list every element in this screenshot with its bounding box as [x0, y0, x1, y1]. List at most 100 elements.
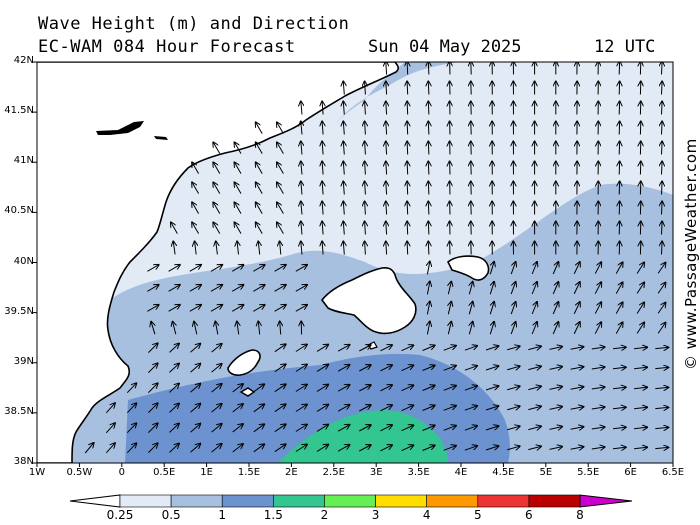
direction-arrow: [277, 222, 284, 234]
direction-arrow: [428, 162, 429, 175]
direction-arrow: [657, 263, 665, 274]
direction-arrow: [147, 305, 158, 312]
forecast-time: 12 UTC: [594, 37, 656, 57]
direction-arrow: [258, 322, 259, 335]
direction-arrow: [662, 242, 663, 255]
direction-arrow: [552, 302, 558, 315]
direction-arrow: [301, 122, 302, 135]
direction-arrow: [490, 262, 494, 275]
direction-arrow: [662, 82, 663, 95]
direction-arrow: [443, 446, 456, 451]
direction-arrow: [428, 82, 429, 95]
direction-arrow: [464, 386, 477, 391]
lon-label: 0.5E: [153, 467, 176, 478]
direction-arrow: [337, 385, 349, 392]
direction-arrow: [591, 347, 605, 349]
direction-arrow: [322, 182, 323, 195]
direction-arrow: [280, 242, 281, 255]
direction-arrow: [428, 102, 429, 115]
direction-arrow: [192, 202, 200, 214]
direction-arrow: [343, 222, 344, 235]
direction-arrow: [573, 302, 580, 315]
direction-arrow: [573, 282, 580, 295]
direction-arrow: [256, 122, 263, 134]
direction-arrow: [657, 303, 665, 314]
colorbar-max-arrow: [579, 494, 633, 508]
lon-label: 4E: [454, 467, 468, 478]
island-ibiza: [227, 349, 261, 376]
direction-arrow: [105, 403, 115, 414]
direction-arrow: [295, 385, 307, 392]
direction-arrow: [343, 162, 344, 175]
direction-arrow: [570, 407, 584, 409]
direction-arrow: [316, 445, 328, 452]
direction-arrow: [510, 322, 515, 335]
direction-arrow: [253, 265, 264, 272]
direction-arrow: [169, 384, 179, 393]
lat-label: 39N: [13, 355, 34, 367]
direction-arrow: [407, 202, 408, 215]
direction-arrow: [258, 242, 259, 255]
direction-arrow: [192, 162, 200, 174]
direction-arrow: [301, 142, 302, 155]
direction-arrow: [295, 285, 307, 292]
direction-arrow: [464, 346, 477, 351]
direction-arrow: [232, 444, 243, 453]
direction-arrow: [407, 222, 408, 235]
wave-zone-0.5-1-north: [335, 62, 460, 125]
direction-arrow: [337, 365, 349, 372]
direction-arrow: [168, 285, 180, 292]
direction-arrow: [213, 222, 221, 234]
direction-arrow: [274, 364, 286, 373]
forecast-date: Sun 04 May 2025: [368, 37, 522, 57]
direction-arrow: [591, 387, 605, 389]
direction-arrow: [634, 387, 647, 388]
direction-arrow: [365, 162, 366, 175]
direction-arrow: [634, 367, 647, 368]
direction-arrow: [428, 62, 429, 75]
direction-arrow: [615, 322, 622, 334]
direction-arrow: [210, 285, 222, 292]
colorbar-label: 1.5: [263, 508, 283, 522]
direction-arrow: [343, 102, 344, 115]
direction-arrow: [469, 322, 472, 335]
direction-arrow: [168, 265, 180, 272]
chart-title: Wave Height (m) and Direction: [38, 14, 350, 34]
direction-arrow: [211, 424, 222, 433]
direction-arrow: [316, 365, 328, 372]
direction-arrow: [443, 426, 456, 431]
island-mallorca: [320, 267, 417, 335]
colorbar-segment: [273, 494, 325, 508]
direction-arrow: [510, 282, 515, 295]
direction-arrow: [213, 182, 221, 194]
direction-arrow: [365, 242, 366, 255]
direction-arrow: [506, 386, 520, 390]
direction-arrow: [253, 384, 264, 393]
direction-arrow: [662, 222, 663, 235]
lat-label: 38N: [13, 456, 34, 467]
direction-arrow: [232, 384, 243, 393]
direction-arrow: [301, 222, 302, 235]
direction-arrow: [169, 444, 179, 453]
direction-arrow: [634, 447, 647, 448]
direction-arrow: [277, 162, 284, 174]
direction-arrow: [216, 242, 218, 255]
direction-arrow: [190, 424, 201, 433]
direction-arrow: [443, 346, 456, 351]
direction-arrow: [126, 383, 136, 394]
direction-arrow: [210, 265, 222, 272]
direction-arrow: [427, 282, 429, 295]
direction-arrow: [173, 322, 176, 335]
direction-arrow: [277, 202, 284, 214]
direction-arrow: [594, 322, 601, 334]
direction-arrow: [427, 262, 429, 275]
direction-arrow: [190, 444, 201, 453]
direction-arrow: [343, 122, 344, 135]
direction-arrow: [386, 122, 387, 135]
direction-arrow: [655, 347, 668, 348]
direction-arrow: [274, 384, 286, 393]
direction-arrow: [490, 322, 494, 335]
direction-arrow: [386, 242, 387, 255]
lat-label: 39.5N: [4, 305, 34, 317]
direction-arrow: [148, 403, 157, 413]
